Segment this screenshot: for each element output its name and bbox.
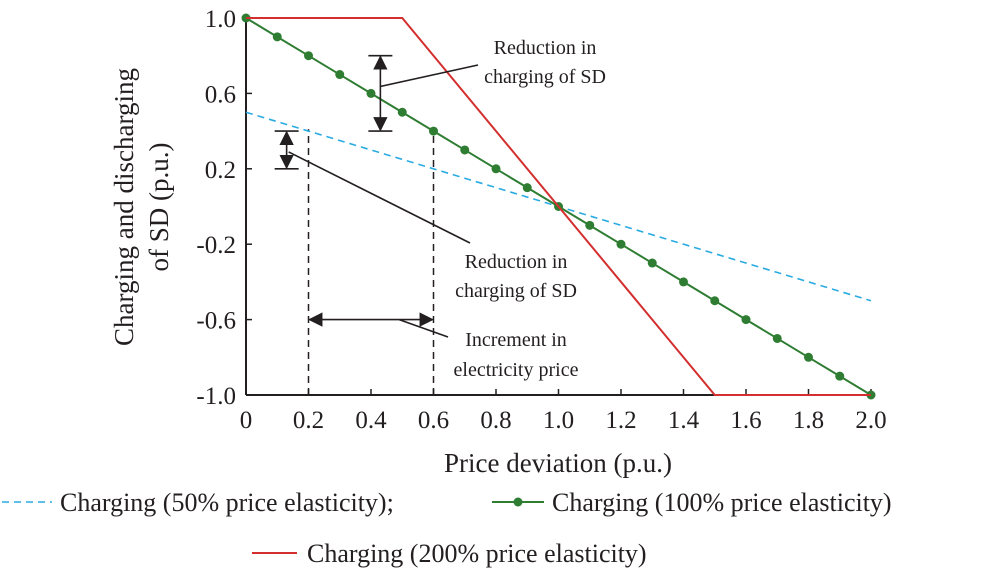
data-point: [460, 145, 470, 155]
data-point: [272, 32, 282, 42]
series-line-2: [246, 17, 871, 396]
y-tick-label: -1.0: [196, 383, 236, 410]
x-tick-label: 0.6: [418, 407, 449, 434]
legend-label-100: Charging (100% price elasticity): [552, 488, 892, 517]
data-point: [679, 277, 688, 287]
data-point: [304, 51, 313, 61]
y-axis-title-line-1: Charging and discharging: [109, 68, 139, 346]
annotation-text: Increment in: [465, 329, 567, 351]
y-tick-label: 1.0: [205, 6, 236, 33]
y-tick-label: -0.6: [196, 308, 236, 335]
data-point: [397, 107, 407, 117]
y-axis-title-line-2: of SD (p.u.): [144, 143, 174, 272]
annotation-text: charging of SD: [484, 66, 606, 88]
x-tick-label: 2.0: [855, 407, 886, 434]
data-point: [804, 352, 813, 362]
data-point: [835, 371, 845, 381]
data-point: [366, 88, 376, 98]
x-tick-label: 1.2: [605, 407, 636, 434]
legend-label-50: Charging (50% price elasticity);: [60, 488, 394, 517]
x-tick-label: 0.8: [480, 407, 511, 434]
data-point: [741, 315, 751, 325]
x-tick-label: 1.4: [668, 407, 700, 434]
data-point: [429, 126, 438, 136]
annotation-text: Reduction in: [494, 37, 597, 59]
x-tick-label: 0: [240, 407, 253, 434]
x-axis-title: Price deviation (p.u.): [444, 448, 672, 478]
data-point: [491, 164, 501, 174]
legend-marker-100: [513, 497, 523, 507]
legend-label-200: Charging (200% price elasticity): [307, 539, 647, 568]
data-point: [522, 183, 532, 193]
x-tick-label: 0.4: [355, 407, 387, 434]
ticks-layer: 0 0.2 0.4 0.6 0.8 1.0 1.2 1.4 1.6 1.8 2.0 1.0 0.6 0.2…: [196, 6, 886, 434]
x-tick-label: 0.2: [293, 407, 324, 434]
data-point: [647, 258, 657, 268]
data-point: [616, 239, 626, 249]
leader-line: [288, 151, 471, 244]
x-tick-label: 1.8: [793, 407, 824, 434]
leader-line: [398, 318, 449, 338]
data-point: [585, 220, 595, 230]
x-tick-label: 1.0: [543, 407, 574, 434]
annotation-text: Reduction in: [465, 251, 568, 273]
x-tick-label: 1.6: [730, 407, 761, 434]
annotation-layer: Reduction in charging of SD Reduction in ch…: [274, 37, 606, 381]
guides-layer: [307, 129, 435, 395]
data-point: [772, 333, 782, 343]
series-layer: [241, 13, 876, 400]
y-tick-label: -0.2: [196, 232, 236, 259]
data-point: [335, 70, 345, 80]
y-tick-label: 0.2: [205, 157, 236, 184]
leader-line: [380, 64, 479, 88]
data-point: [710, 296, 720, 306]
legend: Charging (50% price elasticity); Chargin…: [2, 488, 892, 568]
annotation-text: electricity price: [454, 359, 579, 381]
y-tick-label: 0.6: [205, 81, 236, 108]
annotation-text: charging of SD: [455, 280, 577, 302]
